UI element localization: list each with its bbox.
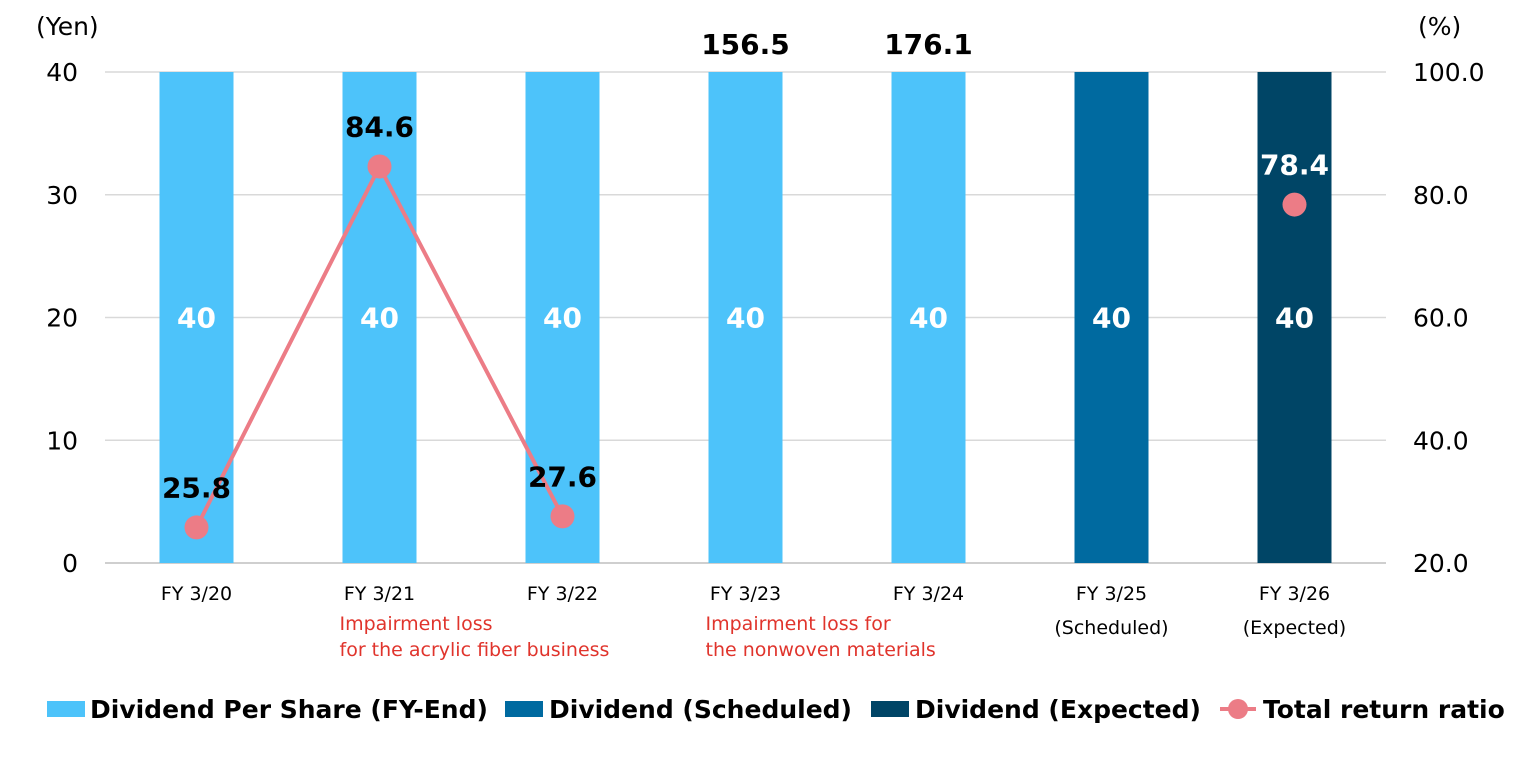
- bar-value-label: 40: [177, 302, 216, 335]
- legend-label: Dividend (Scheduled): [549, 695, 852, 724]
- annotations: Impairment loss for the acrylic fiber bus…: [340, 613, 936, 661]
- x-tick-label: FY 3/20: [161, 583, 232, 605]
- left-axis-unit: (Yen): [36, 12, 99, 41]
- ratio-point: [550, 504, 575, 529]
- x-tick-label: FY 3/25: [1076, 583, 1147, 605]
- legend-swatch: [505, 701, 543, 717]
- left-tick-label: 20: [46, 304, 78, 333]
- bar-value-label: 40: [1275, 302, 1314, 335]
- ratio-value-label: 78.4: [1260, 149, 1329, 182]
- right-axis-unit: (%): [1418, 12, 1461, 41]
- left-tick-label: 10: [46, 426, 78, 455]
- left-tick-label: 30: [46, 181, 78, 210]
- x-tick-sublabel: (Expected): [1243, 617, 1346, 639]
- x-axis-labels: FY 3/20 FY 3/21 FY 3/22 FY 3/23 FY 3/24 FY 3/…: [161, 583, 1346, 639]
- ratio-point: [184, 515, 209, 540]
- legend-label: Dividend (Expected): [915, 695, 1201, 724]
- right-tick-label: 100.0: [1413, 58, 1485, 87]
- x-tick-label: FY 3/21: [344, 583, 415, 605]
- x-tick-label: FY 3/22: [527, 583, 598, 605]
- bar: [525, 72, 600, 563]
- annotation-text: Impairment loss: [340, 613, 493, 635]
- annotation-text: Impairment loss for: [706, 613, 891, 635]
- legend-label: Dividend Per Share (FY-End): [90, 695, 488, 724]
- ratio-value-label: 176.1: [884, 28, 973, 61]
- right-tick-label: 60.0: [1413, 304, 1469, 333]
- ratio-point: [1282, 192, 1307, 217]
- bar: [1257, 72, 1332, 563]
- ratio-value-label: 27.6: [528, 460, 597, 493]
- right-tick-label: 40.0: [1413, 426, 1469, 455]
- ratio-value-label: 156.5: [701, 28, 790, 61]
- x-tick-sublabel: (Scheduled): [1054, 617, 1168, 639]
- right-tick-label: 80.0: [1413, 181, 1469, 210]
- bar: [708, 72, 783, 563]
- ratio-value-label: 84.6: [345, 111, 414, 144]
- bar: [1074, 72, 1149, 563]
- bars: 40 40 40 40 40 40 40: [159, 72, 1332, 563]
- total-return-line: 25.8 84.6 27.6 156.5 176.1 78.4: [162, 28, 1329, 540]
- bar: [342, 72, 417, 563]
- legend-swatch: [871, 701, 909, 717]
- annotation-text: for the acrylic fiber business: [340, 639, 610, 661]
- bar: [891, 72, 966, 563]
- x-tick-label: FY 3/26: [1259, 583, 1330, 605]
- legend-swatch-marker: [1228, 699, 1248, 719]
- x-tick-label: FY 3/24: [893, 583, 964, 605]
- axis-ticks: 0 10 20 30 40 20.0 40.0 60.0 80.0 100.0: [46, 58, 1484, 578]
- bar-value-label: 40: [1092, 302, 1131, 335]
- ratio-value-label: 25.8: [162, 471, 231, 504]
- right-tick-label: 20.0: [1413, 549, 1469, 578]
- bar-value-label: 40: [726, 302, 765, 335]
- left-tick-label: 0: [62, 549, 78, 578]
- x-tick-label: FY 3/23: [710, 583, 781, 605]
- legend-swatch: [47, 701, 85, 717]
- ratio-point: [367, 154, 392, 179]
- bar-value-label: 40: [543, 302, 582, 335]
- left-tick-label: 40: [46, 58, 78, 87]
- bar-value-label: 40: [909, 302, 948, 335]
- legend: Dividend Per Share (FY-End) Dividend (Sch…: [47, 695, 1505, 724]
- annotation-text: the nonwoven materials: [706, 639, 936, 661]
- legend-label: Total return ratio: [1263, 695, 1505, 724]
- bar-value-label: 40: [360, 302, 399, 335]
